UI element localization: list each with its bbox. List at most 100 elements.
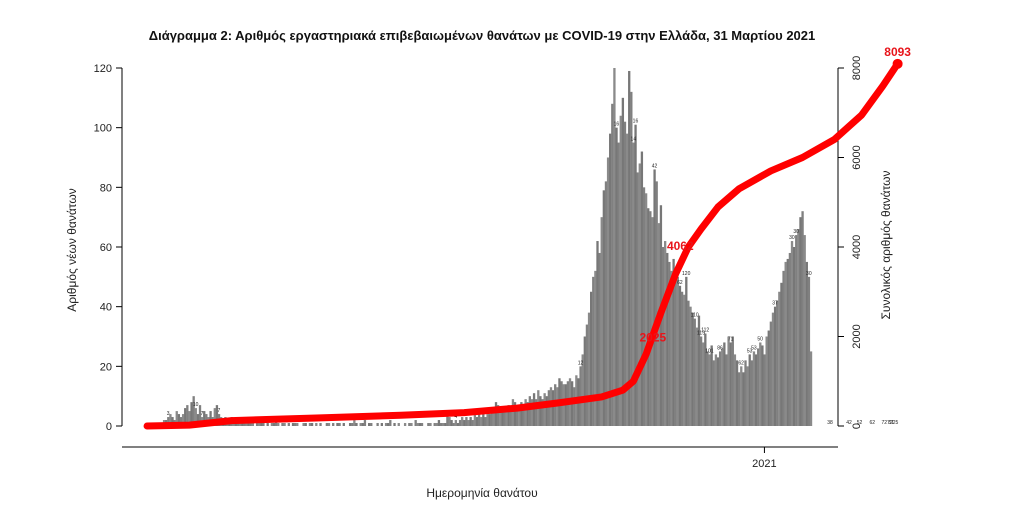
bar	[664, 241, 667, 426]
bar-label: 7	[201, 411, 204, 417]
bar	[704, 333, 707, 426]
bar	[446, 414, 449, 426]
bar	[710, 345, 713, 426]
bar	[695, 327, 699, 426]
annotation-label: 2025	[639, 330, 666, 344]
bar	[685, 276, 688, 426]
bar	[420, 423, 424, 426]
bar	[458, 420, 462, 426]
bar	[617, 142, 620, 427]
bar-label: 62	[869, 420, 875, 426]
bar-label: 25	[893, 420, 899, 426]
bar	[490, 411, 493, 426]
bar	[471, 420, 474, 426]
bar	[714, 354, 718, 426]
bar	[784, 261, 787, 426]
bar	[456, 423, 460, 426]
bar	[482, 414, 485, 426]
bar	[738, 372, 741, 426]
bar-label: 7	[218, 408, 221, 414]
bar	[338, 423, 341, 426]
bar	[750, 360, 753, 426]
bar	[433, 423, 436, 426]
x-axis: 2021	[122, 446, 838, 470]
bar-label: 16	[633, 119, 639, 125]
bar	[437, 420, 441, 426]
bar-label: 38	[827, 420, 833, 426]
bar	[744, 360, 747, 426]
bar	[678, 285, 682, 426]
bar-label: 53	[751, 345, 757, 351]
bar	[171, 417, 174, 426]
bar	[754, 354, 758, 426]
bar	[234, 423, 238, 426]
bar-label: 3	[167, 411, 170, 417]
bar	[439, 423, 443, 426]
bar	[771, 312, 775, 426]
bar	[477, 411, 481, 426]
bar	[319, 423, 322, 426]
bar	[213, 408, 216, 426]
bar	[480, 417, 483, 426]
bar	[241, 423, 244, 426]
bar	[188, 411, 191, 426]
bar	[543, 393, 546, 426]
bar-series	[146, 68, 813, 427]
bar	[767, 330, 770, 426]
bar	[592, 276, 595, 426]
bar	[327, 423, 331, 426]
bar	[473, 414, 477, 426]
bar	[778, 291, 781, 426]
bar	[348, 423, 352, 426]
bar	[640, 151, 644, 427]
bar	[792, 247, 796, 426]
bar	[198, 405, 202, 426]
bar	[776, 300, 779, 426]
bar	[551, 390, 555, 426]
bar	[702, 342, 705, 426]
bar	[463, 420, 466, 426]
bar	[723, 342, 726, 426]
bar	[729, 342, 732, 426]
bar	[647, 208, 650, 426]
bar	[304, 423, 307, 426]
bar	[272, 423, 276, 426]
bar	[291, 423, 295, 426]
bar-label: 101	[705, 348, 714, 354]
bar	[594, 270, 597, 426]
bar	[355, 423, 358, 426]
bar	[797, 229, 800, 426]
bar	[761, 345, 764, 426]
bar	[179, 417, 183, 426]
bar	[799, 217, 802, 426]
bar	[619, 115, 622, 426]
chart-title: Διάγραμμα 2: Αριθμός εργαστηριακά επιβεβ…	[149, 28, 816, 43]
bar	[484, 417, 487, 426]
bar	[693, 318, 696, 426]
bar	[203, 411, 206, 426]
bar	[302, 423, 305, 426]
bar	[524, 399, 527, 426]
bar	[239, 423, 242, 426]
bar-label: 7272	[881, 420, 892, 426]
bar	[511, 399, 515, 426]
bar	[653, 169, 656, 426]
bar	[359, 423, 362, 426]
bar	[496, 405, 500, 426]
bar	[634, 124, 637, 426]
bar	[757, 348, 760, 426]
bar	[190, 402, 193, 426]
bar	[590, 291, 593, 426]
bar	[336, 423, 339, 426]
bar	[486, 414, 489, 426]
bar	[642, 187, 646, 426]
line-end-point	[892, 58, 903, 69]
bar	[410, 423, 413, 426]
bar	[215, 405, 219, 426]
bar	[655, 181, 658, 426]
left-tick-label: 0	[106, 421, 112, 433]
bar	[661, 247, 665, 426]
bar	[547, 390, 551, 426]
bar	[740, 366, 743, 426]
